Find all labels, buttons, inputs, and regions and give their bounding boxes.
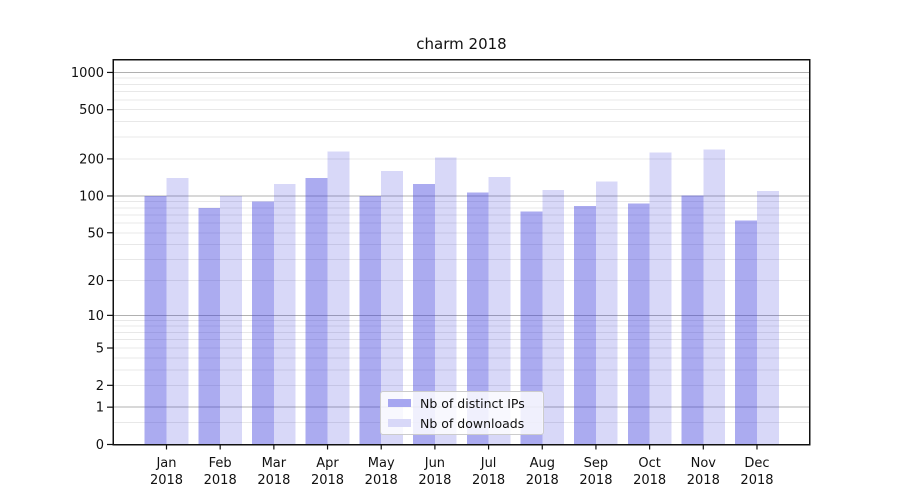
bar-distinct-ips-jan bbox=[144, 195, 167, 445]
x-tick-label-year-sep: 2018 bbox=[579, 473, 612, 488]
bar-distinct-ips-feb bbox=[198, 207, 221, 445]
x-tick-label-year-feb: 2018 bbox=[204, 473, 237, 488]
x-tick-label-month-dec: Dec bbox=[744, 456, 769, 471]
legend-swatch bbox=[388, 419, 411, 427]
legend-swatch bbox=[388, 399, 411, 407]
bar-downloads-apr bbox=[327, 151, 350, 445]
y-tick-label-100: 100 bbox=[79, 189, 104, 204]
x-tick-label-month-aug: Aug bbox=[530, 456, 555, 471]
x-tick-label-month-oct: Oct bbox=[638, 456, 660, 471]
bar-downloads-may bbox=[381, 170, 404, 445]
x-tick-label-year-aug: 2018 bbox=[526, 473, 559, 488]
x-tick-label-month-may: May bbox=[368, 456, 395, 471]
chart-title: charm 2018 bbox=[416, 35, 507, 53]
x-tick-label-year-dec: 2018 bbox=[740, 473, 773, 488]
x-tick-label-month-mar: Mar bbox=[262, 456, 287, 471]
x-tick-label-year-jan: 2018 bbox=[150, 473, 183, 488]
bar-downloads-sep bbox=[595, 181, 618, 445]
y-tick-label-200: 200 bbox=[79, 152, 104, 167]
legend: Nb of distinct IPs Nb of downloads bbox=[380, 391, 544, 435]
bar-distinct-ips-jun bbox=[413, 184, 435, 445]
y-tick-label-500: 500 bbox=[79, 103, 104, 118]
y-tick-label-20: 20 bbox=[87, 274, 104, 289]
x-tick-label-month-feb: Feb bbox=[209, 456, 232, 471]
x-tick-label-month-jul: Jul bbox=[480, 456, 497, 471]
y-tick-label-1000: 1000 bbox=[71, 66, 104, 81]
bar-downloads-jun bbox=[434, 157, 457, 445]
y-tick-label-0: 0 bbox=[96, 438, 104, 453]
legend-item-downloads: Nb of downloads bbox=[388, 416, 536, 431]
x-tick-label-month-jan: Jan bbox=[155, 456, 176, 471]
x-tick-label-year-nov: 2018 bbox=[687, 473, 720, 488]
bar-distinct-ips-aug bbox=[520, 211, 543, 445]
bar-distinct-ips-mar bbox=[252, 201, 274, 445]
x-tick-label-year-oct: 2018 bbox=[633, 473, 666, 488]
bar-distinct-ips-oct bbox=[627, 203, 650, 445]
plot-border bbox=[112, 58, 811, 446]
bar-distinct-ips-sep bbox=[574, 205, 596, 445]
x-tick-label-year-jun: 2018 bbox=[418, 473, 451, 488]
bar-distinct-ips-dec bbox=[735, 220, 757, 445]
bar-downloads-jul bbox=[488, 177, 511, 445]
y-tick-label-1: 1 bbox=[96, 401, 104, 416]
x-tick-label-year-jul: 2018 bbox=[472, 473, 505, 488]
bar-distinct-ips-jul bbox=[466, 192, 489, 445]
x-tick-label-year-apr: 2018 bbox=[311, 473, 344, 488]
x-tick-label-month-sep: Sep bbox=[584, 456, 609, 471]
x-tick-label-year-mar: 2018 bbox=[257, 473, 290, 488]
bar-downloads-nov bbox=[703, 149, 726, 445]
y-tick-label-2: 2 bbox=[96, 379, 104, 394]
bar-distinct-ips-may bbox=[359, 195, 382, 445]
bar-distinct-ips-apr bbox=[305, 177, 328, 445]
legend-label: Nb of downloads bbox=[420, 415, 525, 431]
y-tick-label-5: 5 bbox=[96, 342, 104, 357]
x-tick-label-year-may: 2018 bbox=[365, 473, 398, 488]
y-tick-label-10: 10 bbox=[87, 309, 104, 324]
legend-label: Nb of distinct IPs bbox=[420, 395, 525, 411]
bar-distinct-ips-nov bbox=[681, 195, 704, 445]
x-tick-label-month-jun: Jun bbox=[424, 456, 445, 471]
x-tick-label-month-apr: Apr bbox=[316, 456, 339, 471]
bar-downloads-jan bbox=[166, 177, 189, 445]
bar-downloads-dec bbox=[756, 190, 779, 445]
bar-downloads-oct bbox=[649, 152, 672, 445]
bar-downloads-aug bbox=[542, 189, 565, 445]
legend-item-distinct-ips: Nb of distinct IPs bbox=[388, 396, 536, 411]
bar-downloads-feb bbox=[220, 195, 242, 445]
y-tick-label-50: 50 bbox=[87, 226, 104, 241]
bar-downloads-mar bbox=[273, 184, 296, 445]
x-tick-label-month-nov: Nov bbox=[691, 456, 717, 471]
